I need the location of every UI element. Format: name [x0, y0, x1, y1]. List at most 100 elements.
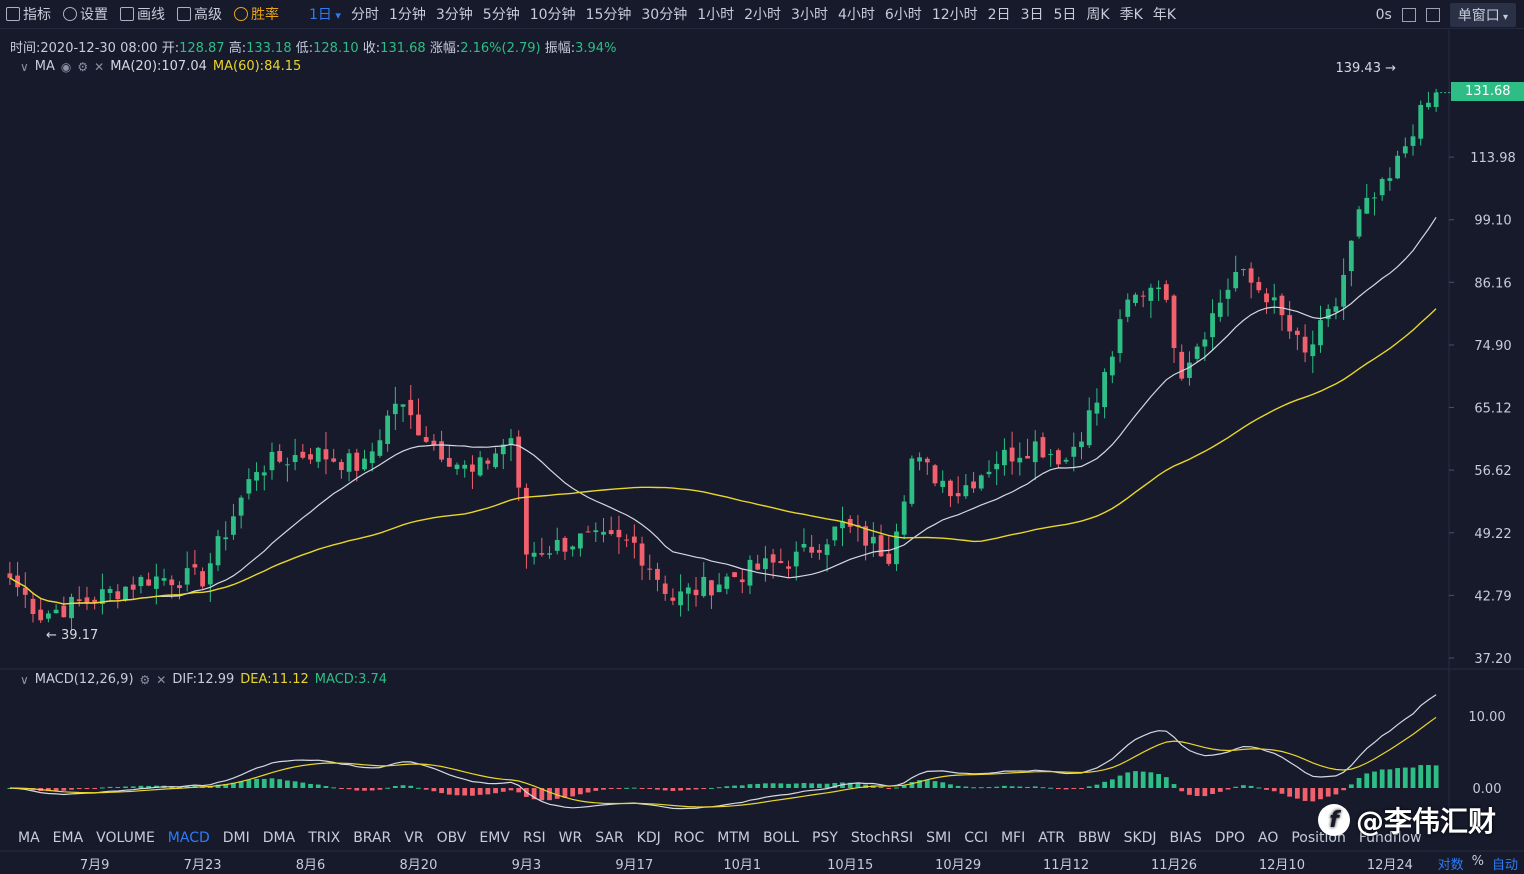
candle-body [377, 440, 383, 456]
period-option[interactable]: 4小时 [837, 7, 875, 23]
indicator-tab[interactable]: ATR [1038, 830, 1065, 846]
indicator-tab[interactable]: PSY [812, 830, 838, 846]
period-option[interactable]: 3分钟 [435, 7, 473, 23]
macd-histogram-bar [7, 788, 13, 789]
indicator-tab[interactable]: EMA [52, 830, 84, 846]
log-scale-toggle[interactable]: 对数 [1437, 858, 1464, 873]
indicator-tab[interactable]: SMI [926, 830, 952, 846]
indicator-tab[interactable]: OBV [436, 830, 467, 846]
collapse-icon[interactable]: ∨ [20, 59, 29, 74]
period-option[interactable]: 12小时 [931, 7, 978, 23]
period-option[interactable]: 5日 [1053, 7, 1077, 23]
period-option[interactable]: 1日 [309, 4, 341, 24]
candle-body [832, 526, 838, 541]
period-option[interactable]: 6小时 [884, 7, 922, 23]
indicator-tab[interactable]: Fundflow [1358, 830, 1422, 846]
indicator-tab[interactable]: EMV [479, 830, 510, 846]
countdown-label: 0s [1375, 7, 1392, 23]
candle-body [1318, 320, 1323, 346]
candlestick-chart[interactable]: 113.98 99.10 86.16 74.90 65.12 56.62 49.22 42.7… [0, 0, 1524, 852]
period-option[interactable]: 15分钟 [585, 7, 632, 23]
indicator-tab[interactable]: VOLUME [96, 830, 155, 846]
indicator-tab[interactable]: WR [558, 830, 583, 846]
macd-histogram-bar [917, 780, 922, 788]
indicator-tab[interactable]: MFI [1000, 830, 1026, 846]
period-selector: 1日分时 1分钟 3分钟 5分钟 10分钟 15分钟 30分钟 1小时 2小时 3小时 4小时 6小时… [309, 4, 1186, 24]
screenshot-icon[interactable] [1425, 8, 1440, 22]
eye-icon[interactable]: ◉ [60, 59, 72, 74]
period-option[interactable]: 3小时 [791, 7, 828, 23]
period-option[interactable]: 分时 [350, 7, 379, 23]
gear-icon[interactable]: ⚙ [139, 672, 151, 687]
indicator-tab[interactable]: ROC [673, 830, 705, 846]
candle-body [300, 451, 306, 458]
fullscreen-icon[interactable] [1401, 8, 1416, 22]
close-icon[interactable]: ✕ [94, 59, 105, 74]
macd-histogram-bar [1256, 787, 1262, 789]
gear-icon[interactable]: ⚙ [77, 59, 89, 74]
toolbar-briefcase-button[interactable]: 高级 [177, 4, 222, 24]
indicator-tab[interactable]: VR [404, 830, 424, 846]
period-option[interactable]: 3日 [1020, 7, 1044, 23]
period-option[interactable]: 2日 [987, 7, 1011, 23]
period-option[interactable]: 年K [1152, 7, 1176, 23]
candle-body [1086, 410, 1092, 446]
auto-scale-toggle[interactable]: 自动 [1491, 858, 1518, 873]
close-icon[interactable]: ✕ [156, 672, 167, 687]
indicator-tab[interactable]: DMA [262, 830, 296, 846]
toolbar-chart-button[interactable]: 指标 [6, 4, 51, 24]
period-option[interactable]: 1分钟 [388, 7, 426, 23]
period-option[interactable]: 周K [1086, 7, 1110, 23]
toolbar-gear-button[interactable]: 设置 [63, 4, 108, 24]
candle-body [277, 450, 283, 462]
indicator-tab[interactable]: BIAS [1169, 830, 1202, 846]
percent-toggle[interactable]: % [1471, 854, 1484, 869]
indicator-tab[interactable]: CCI [964, 830, 988, 846]
indicator-tab[interactable]: DMI [222, 830, 250, 846]
indicator-tab[interactable]: TRIX [308, 830, 341, 846]
indicator-tab[interactable]: SAR [595, 830, 624, 846]
indicator-tab[interactable]: MA [18, 830, 40, 846]
macd-histogram-bar [847, 782, 853, 788]
indicator-tab[interactable]: StochRSI [850, 830, 914, 846]
toolbar-coin-button[interactable]: 胜率 [234, 4, 279, 24]
indicator-tab[interactable]: RSI [522, 830, 546, 846]
macd-tick-label: 0.00 [1473, 782, 1502, 797]
candle-body [786, 566, 791, 569]
collapse-icon[interactable]: ∨ [20, 672, 29, 687]
indicator-tab[interactable]: MACD [167, 830, 210, 846]
period-option[interactable]: 30分钟 [641, 7, 688, 23]
window-mode-select[interactable]: 单窗口 [1449, 3, 1516, 27]
macd-histogram-bar [138, 785, 144, 788]
indicator-tab[interactable]: DPO [1214, 830, 1245, 846]
indicator-tab[interactable]: KDJ [636, 830, 661, 846]
candle-body [1179, 351, 1185, 379]
macd-histogram-bar [1171, 784, 1177, 788]
toolbar-pen-button[interactable]: 画线 [120, 4, 165, 24]
macd-histogram-bar [431, 788, 437, 792]
macd-histogram-bar [1002, 785, 1007, 788]
indicator-tab[interactable]: SKDJ [1123, 830, 1157, 846]
period-option[interactable]: 10分钟 [529, 7, 576, 23]
ma20-line [9, 216, 1437, 605]
macd-histogram-bar [763, 783, 768, 788]
macd-histogram-bar [1379, 769, 1385, 788]
indicator-tab[interactable]: AO [1258, 830, 1279, 846]
max-price-label: 139.43 → [1335, 61, 1396, 76]
toolbar-label: 指标 [23, 7, 51, 23]
candle-body [870, 536, 876, 544]
date-tick-label: 9月3 [511, 858, 542, 873]
candle-body [231, 516, 236, 535]
candle-body [184, 568, 190, 585]
period-option[interactable]: 2小时 [744, 7, 782, 23]
indicator-tab[interactable]: BRAR [353, 830, 392, 846]
indicator-tab[interactable]: BBW [1078, 830, 1111, 846]
period-option[interactable]: 季K [1119, 7, 1143, 23]
macd-histogram-bar [1217, 788, 1223, 792]
macd-histogram-bar [493, 788, 498, 794]
indicator-tab[interactable]: BOLL [763, 830, 799, 846]
period-option[interactable]: 5分钟 [482, 7, 520, 23]
indicator-tab[interactable]: MTM [717, 830, 751, 846]
period-option[interactable]: 1小时 [697, 7, 735, 23]
macd-histogram-bar [624, 787, 630, 789]
